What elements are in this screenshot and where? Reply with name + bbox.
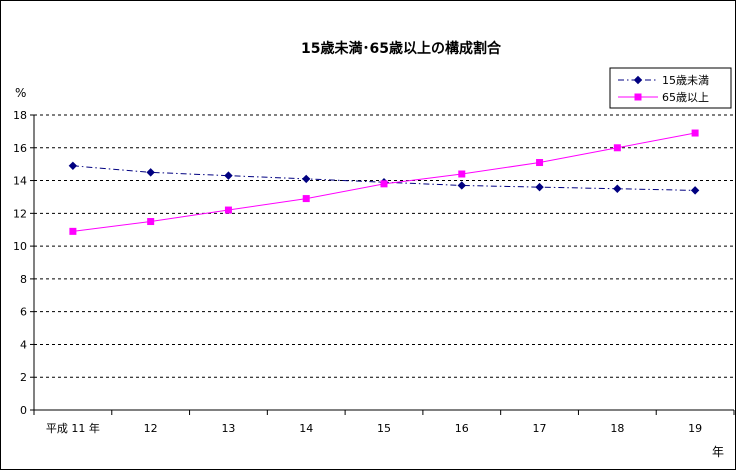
y-tick-label-10: 10 bbox=[13, 240, 27, 253]
x-tick-label-3: 14 bbox=[299, 422, 313, 435]
data-point-0-0 bbox=[69, 162, 76, 169]
y-tick-label-0: 0 bbox=[20, 404, 27, 417]
y-tick-label-6: 6 bbox=[20, 306, 27, 319]
x-tick-label-8: 19 bbox=[688, 422, 702, 435]
legend-swatch-marker-1 bbox=[635, 94, 641, 100]
legend-label-1: 65歳以上 bbox=[662, 91, 709, 104]
series-1 bbox=[70, 130, 698, 234]
y-tick-label-14: 14 bbox=[13, 175, 27, 188]
y-tick-label-2: 2 bbox=[20, 371, 27, 384]
data-point-0-7 bbox=[614, 185, 621, 192]
axes bbox=[30, 115, 734, 415]
series-0 bbox=[69, 162, 698, 194]
data-point-1-4 bbox=[381, 181, 387, 187]
data-point-0-1 bbox=[147, 169, 154, 176]
data-point-1-7 bbox=[614, 145, 620, 151]
x-tick-label-0: 平成 11 年 bbox=[46, 421, 100, 435]
legend: 15歳未満 65歳以上 bbox=[610, 68, 731, 108]
y-tick-label-12: 12 bbox=[13, 207, 27, 220]
series-lines bbox=[69, 130, 698, 234]
x-tick-label-7: 18 bbox=[610, 422, 624, 435]
y-tick-label-8: 8 bbox=[20, 273, 27, 286]
data-point-1-6 bbox=[537, 160, 543, 166]
data-point-1-8 bbox=[692, 130, 698, 136]
x-tick-label-4: 15 bbox=[377, 422, 391, 435]
data-point-0-3 bbox=[303, 175, 310, 182]
data-point-0-5 bbox=[458, 182, 465, 189]
x-tick-label-5: 16 bbox=[455, 422, 469, 435]
x-axis-unit-label: 年 bbox=[712, 445, 724, 459]
data-point-0-8 bbox=[692, 187, 699, 194]
y-tick-label-4: 4 bbox=[20, 338, 27, 351]
x-tick-label-2: 13 bbox=[221, 422, 235, 435]
data-point-1-1 bbox=[148, 219, 154, 225]
x-tick-label-1: 12 bbox=[144, 422, 158, 435]
gridlines bbox=[34, 115, 734, 377]
legend-label-0: 15歳未満 bbox=[662, 74, 709, 87]
data-point-1-2 bbox=[225, 207, 231, 213]
x-tick-label-6: 17 bbox=[533, 422, 547, 435]
data-point-1-5 bbox=[459, 171, 465, 177]
data-point-0-2 bbox=[225, 172, 232, 179]
y-tick-label-16: 16 bbox=[13, 142, 27, 155]
y-tick-label-18: 18 bbox=[13, 109, 27, 122]
y-axis-unit-label: % bbox=[15, 86, 26, 100]
data-point-1-3 bbox=[303, 196, 309, 202]
y-tick-labels: 0 2 4 6 8 10 12 14 16 18 bbox=[13, 109, 27, 417]
data-point-0-6 bbox=[536, 184, 543, 191]
data-point-1-0 bbox=[70, 228, 76, 234]
chart-title: 15歳未満･65歳以上の構成割合 bbox=[301, 40, 502, 57]
x-tick-labels: 平成 11 年 12 13 14 15 16 17 18 19 bbox=[46, 421, 702, 435]
